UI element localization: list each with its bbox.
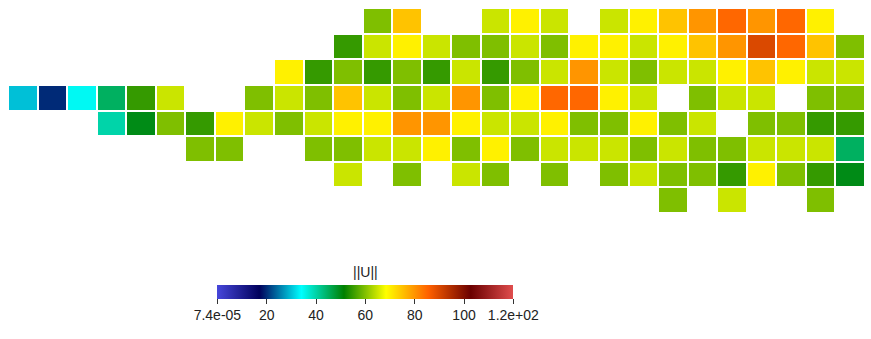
svg-text:60: 60 bbox=[358, 307, 374, 323]
svg-text:7.4e-05: 7.4e-05 bbox=[194, 307, 242, 323]
svg-text:1.2e+02: 1.2e+02 bbox=[488, 307, 539, 323]
svg-text:40: 40 bbox=[308, 307, 324, 323]
svg-text:||U||: ||U|| bbox=[353, 264, 378, 280]
svg-text:100: 100 bbox=[452, 307, 476, 323]
svg-text:80: 80 bbox=[407, 307, 423, 323]
svg-text:20: 20 bbox=[259, 307, 275, 323]
